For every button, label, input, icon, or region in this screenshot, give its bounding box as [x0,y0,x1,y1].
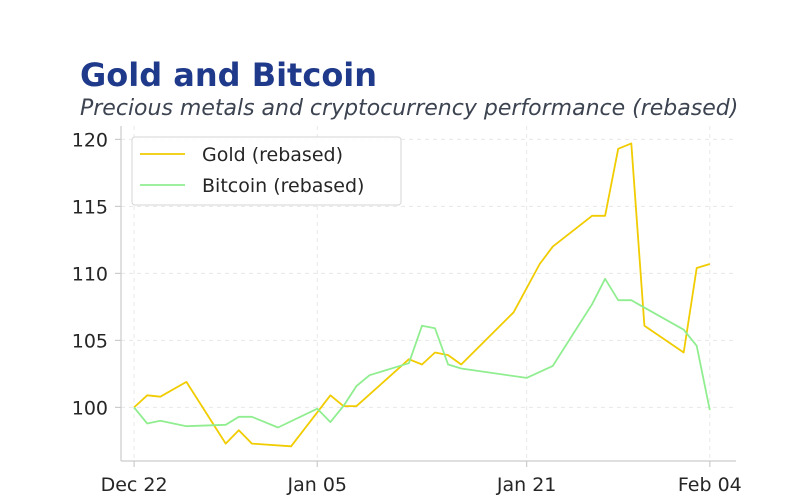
series-line-bitcoin [133,277,711,429]
y-tick-label: 110 [72,263,108,285]
x-tick-label: Jan 21 [496,474,557,496]
legend-box [131,136,402,206]
axes-layer [115,126,736,467]
legend-label: Gold (rebased) [202,144,343,166]
series-layer [133,142,711,448]
legend: Gold (rebased) Bitcoin (rebased) [131,136,402,206]
x-tick-label: Jan 05 [287,474,348,496]
y-tick-label: 115 [72,196,108,218]
tick-labels: 100 105 110 115 120 Dec 22 Jan 05 Jan 21 Feb 04 [72,129,742,496]
y-tick-label: 120 [72,129,108,151]
chart-title: Gold and Bitcoin [80,56,378,94]
y-tick-label: 105 [72,330,108,352]
x-tick-label: Feb 04 [678,474,742,496]
series-line-gold [133,142,711,448]
x-tick-label: Dec 22 [101,474,168,496]
chart-subtitle: Precious metals and cryptocurrency perfo… [80,96,739,121]
grid-layer [121,126,736,461]
y-tick-label: 100 [72,397,108,419]
legend-label: Bitcoin (rebased) [202,175,364,197]
